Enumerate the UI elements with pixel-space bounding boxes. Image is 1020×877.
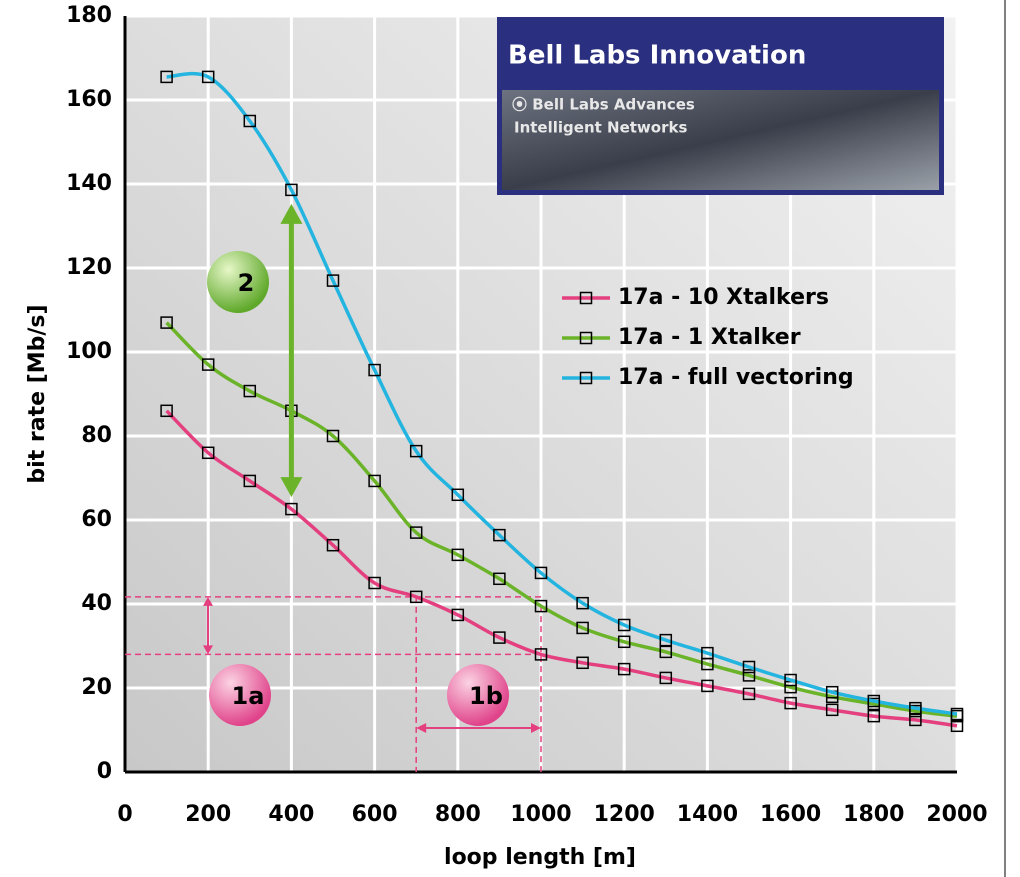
annotation-label: 1b: [469, 682, 503, 710]
banner-title: Bell Labs Innovation: [508, 41, 806, 71]
x-tick-label: 800: [435, 802, 481, 827]
x-tick-label: 2000: [926, 802, 987, 827]
x-tick-label: 1200: [594, 802, 655, 827]
y-tick-label: 120: [66, 255, 112, 280]
y-tick-label: 140: [66, 171, 112, 196]
legend-label: 17a - full vectoring: [618, 365, 854, 390]
y-tick-label: 20: [81, 675, 112, 700]
legend-label: 17a - 10 Xtalkers: [618, 285, 829, 310]
x-axis-label: loop length [m]: [444, 845, 636, 870]
banner-line: Intelligent Networks: [514, 119, 687, 137]
x-tick-label: 1800: [843, 802, 904, 827]
x-tick-label: 1000: [510, 802, 571, 827]
y-tick-label: 60: [81, 507, 112, 532]
legend-label: 17a - 1 Xtalker: [618, 325, 801, 350]
y-axis-label: bit rate [Mb/s]: [25, 304, 50, 483]
x-tick-label: 400: [268, 802, 314, 827]
x-tick-label: 1600: [760, 802, 821, 827]
y-tick-label: 180: [66, 3, 112, 28]
banner-line: ⦿ Bell Labs Advances: [512, 96, 695, 114]
y-tick-label: 160: [66, 87, 112, 112]
x-tick-label: 1400: [677, 802, 738, 827]
annotation-label: 2: [238, 269, 255, 297]
x-tick-label: 200: [185, 802, 231, 827]
x-tick-label: 600: [352, 802, 398, 827]
page: 0204060801001201401601800200400600800100…: [0, 0, 1020, 877]
annotation-label: 1a: [232, 682, 265, 710]
x-tick-label: 0: [117, 802, 132, 827]
y-tick-label: 100: [66, 339, 112, 364]
y-tick-label: 80: [81, 423, 112, 448]
y-tick-label: 0: [97, 759, 112, 784]
y-tick-label: 40: [81, 591, 112, 616]
chart: 0204060801001201401601800200400600800100…: [0, 0, 1020, 877]
